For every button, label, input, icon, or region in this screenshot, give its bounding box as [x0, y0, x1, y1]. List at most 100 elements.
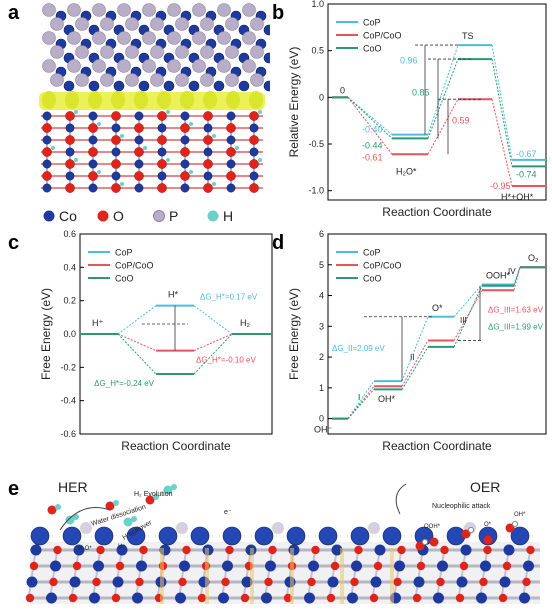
cobalt-atom	[134, 135, 144, 145]
panel-d-oer-free-energy: 6 5 4 3 2 1 0 Reaction Coordinate Free Energy (e…	[287, 230, 547, 453]
cobalt-atom	[203, 171, 213, 181]
b-xaxis-label: Reaction Coordinate	[382, 205, 492, 219]
phosphorus-atom	[150, 45, 164, 59]
cobalt-atom	[163, 80, 175, 92]
oxygen-atom	[134, 147, 144, 157]
phosphorus-atom	[167, 31, 181, 45]
c-legend-label-coo: CoO	[115, 274, 134, 284]
d-connector-cop	[513, 267, 521, 285]
oer-oxygen-atom	[461, 529, 471, 539]
d-connector-cop-coo	[453, 290, 483, 341]
phosphorus-atom	[125, 73, 139, 87]
oxygen-atom	[197, 593, 207, 603]
d-xaxis-label: Reaction Coordinate	[382, 439, 492, 453]
lattice-bond-column	[371, 547, 381, 603]
hydrogen-density	[235, 146, 239, 150]
d-connector-coo	[453, 285, 483, 348]
hydrogen-density	[212, 134, 216, 138]
oxygen-atom	[111, 111, 121, 121]
c-legend-label-cop: CoP	[115, 248, 133, 258]
oxygen-atom	[226, 171, 236, 181]
lattice-bond-column	[457, 547, 467, 603]
oxygen-atom	[134, 171, 144, 181]
b-ytick-label: 0.5	[311, 46, 324, 56]
d-connector-coo	[347, 389, 375, 419]
phosphorus-atom	[100, 73, 114, 87]
b-ytick-label: -1.0	[308, 186, 324, 196]
phosphorus-atom	[217, 31, 231, 45]
surface-cobalt-atom	[222, 526, 242, 546]
lattice-bond-column	[27, 547, 37, 603]
b-state-label: 0	[340, 85, 345, 95]
cobalt-atom	[347, 592, 358, 604]
panel-c-her-free-energy: 0.6 0.4 0.2 0.0 -0.2 -0.4 -0.6 Reaction Coordin…	[39, 230, 273, 453]
b-value-label: -0.44	[362, 140, 383, 150]
phosphorus-atom	[117, 59, 131, 73]
c-connector-cop	[117, 305, 157, 335]
cobalt-atom	[116, 544, 128, 556]
b-value-label: -0.67	[516, 149, 537, 159]
cobalt-atom	[63, 80, 75, 92]
her-molecule-atom	[65, 515, 75, 525]
c-legend-label-cop-coo: CoP/CoO	[115, 261, 154, 271]
b-legend-label-cop: CoP	[363, 18, 381, 28]
legend-label-h: H	[223, 208, 233, 224]
oxygen-atom	[139, 545, 148, 555]
oxygen-atom	[522, 577, 531, 587]
panel-b-energy-diagram: 1.0 0.5 0 -0.5 -1.0 Reaction Coordinate Relati…	[287, 0, 547, 219]
surface-phosphorus-atom	[272, 522, 284, 534]
d-ytick-label: 1	[319, 383, 324, 393]
hydrogen-density	[97, 122, 101, 126]
h2o-star-label: H₂O*	[78, 546, 92, 552]
phosphorus-atom	[125, 45, 139, 59]
cobalt-atom	[263, 24, 270, 36]
phosphorus-atom	[42, 59, 56, 73]
oxygen-atom	[178, 577, 187, 587]
surface-cobalt-atom	[318, 526, 338, 546]
c-ytick-label: -0.4	[60, 396, 76, 406]
charge-density-lobe	[203, 91, 217, 109]
b-yaxis-label: Relative Energy (eV)	[287, 47, 301, 158]
c-state-label: H*	[168, 290, 178, 300]
cobalt-atom	[327, 576, 339, 588]
phosphorus-atom	[217, 3, 231, 17]
oxygen-atom	[115, 561, 125, 571]
surface-cobalt-atom	[126, 526, 146, 546]
surface-cobalt-atom	[382, 526, 402, 546]
oxygen-atom	[65, 111, 75, 121]
hydrogen-density	[258, 110, 262, 114]
b-ytick-label: 1.0	[311, 0, 324, 9]
cobalt-atom	[42, 135, 52, 145]
d-state-label: OH⁻	[314, 425, 333, 435]
cobalt-atom	[69, 576, 81, 588]
lattice-bond-column	[113, 547, 123, 603]
oxygen-atom	[221, 577, 230, 587]
charge-density-lobe	[111, 91, 125, 109]
cobalt-atom	[42, 159, 52, 169]
cobalt-atom	[88, 159, 98, 169]
cobalt-atom	[413, 576, 425, 588]
b-connector-cop-coo	[427, 98, 459, 155]
charge-density-lobe	[65, 91, 79, 109]
oxygen-atom	[268, 545, 277, 555]
cobalt-atom	[132, 592, 143, 604]
oxygen-atom	[72, 561, 82, 571]
structure-atoms	[39, 3, 270, 193]
cobalt-atom	[136, 560, 147, 572]
c-ytick-label: 0.0	[63, 329, 76, 339]
d-legend-label-cop-coo: CoP/CoO	[363, 261, 402, 271]
c-connector-cop	[193, 305, 233, 335]
oxygen-atom	[526, 545, 535, 555]
phosphorus-atom	[67, 3, 81, 17]
phosphorus-atom	[42, 31, 56, 45]
cobalt-atom	[249, 147, 259, 157]
phosphorus-atom	[250, 17, 264, 31]
d-ytick-label: 5	[319, 260, 324, 270]
d-ytick-label: 6	[319, 230, 324, 239]
oxygen-atom	[498, 593, 508, 603]
surface-phosphorus-atom	[80, 522, 92, 534]
panel-letter-e: e	[8, 478, 20, 500]
oxygen-atom	[249, 111, 259, 121]
nucleophilic-attack-label: Nucleophilic attack	[432, 503, 491, 510]
cobalt-atom	[249, 123, 259, 133]
